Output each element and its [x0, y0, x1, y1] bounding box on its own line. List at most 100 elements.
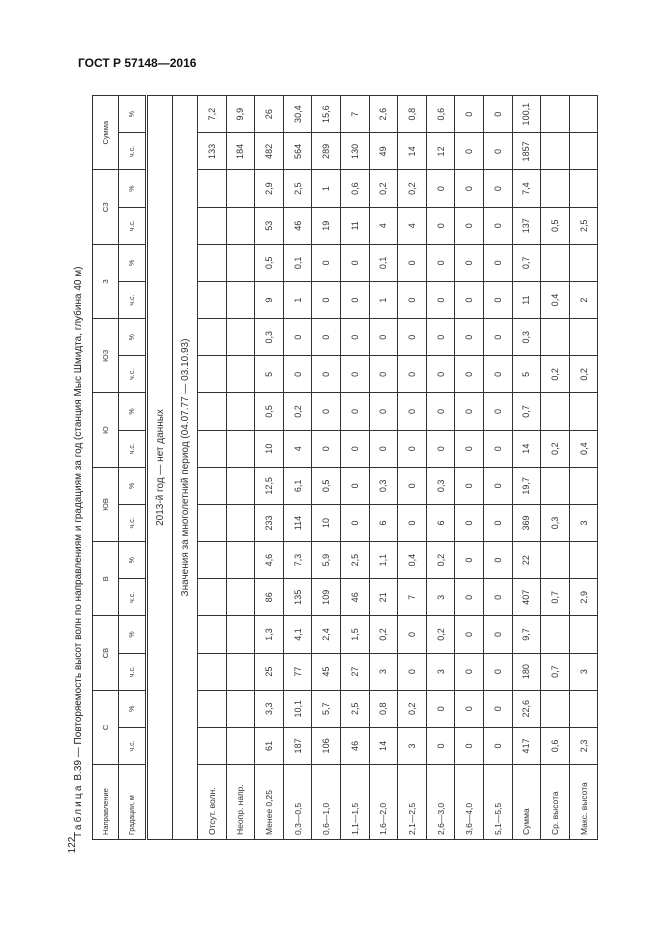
- count-cell: 0: [340, 430, 370, 468]
- percent-cell: 2,6: [369, 95, 398, 133]
- percent-cell: 1,3: [254, 615, 284, 654]
- count-cell: 3: [397, 727, 427, 765]
- percent-cell: 100,1: [512, 95, 541, 133]
- percent-cell: 0: [483, 541, 513, 579]
- percent-cell: 0: [426, 318, 455, 356]
- row-label: Неопр. напр.: [226, 764, 255, 840]
- percent-cell: [197, 318, 227, 356]
- count-cell: 0: [397, 653, 427, 691]
- direction-header: СВ: [92, 615, 119, 691]
- table-row: 2,1—2,5 3 0,2 0 0 7 0,4 0 0 0 0 0 0 0 0 4 0,2 14 0,8: [397, 95, 427, 840]
- percent-cell: 22: [512, 541, 541, 579]
- count-cell: 3: [426, 578, 455, 616]
- direction-header: В: [92, 541, 119, 616]
- table-row: Макс. высота 2,3 3 2,9 3 0,4 0,2 2 2,5: [569, 95, 598, 840]
- row-label: Ср. высота: [540, 764, 570, 840]
- count-cell: 86: [254, 578, 284, 616]
- count-cell: 3: [369, 653, 398, 691]
- percent-cell: 22,6: [512, 690, 541, 728]
- percent-cell: [197, 244, 227, 282]
- percent-cell: [569, 95, 598, 133]
- percent-cell: 7: [340, 95, 370, 133]
- corner-gradation-label: Градации, м: [118, 764, 147, 840]
- count-cell: 0,7: [540, 653, 570, 691]
- count-cell: 407: [512, 578, 541, 616]
- percent-cell: 0: [454, 615, 484, 654]
- direction-header: С: [92, 690, 119, 765]
- count-cell: [197, 281, 227, 319]
- count-cell: 0: [369, 430, 398, 468]
- percent-subheader: %: [118, 690, 147, 728]
- table-row: 5,1—5,5 0 0 0 0 0 0 0 0 0 0 0 0 0 0 0 0 0 0: [483, 95, 513, 840]
- percent-cell: 0: [454, 541, 484, 579]
- percent-cell: 0: [397, 392, 427, 431]
- count-cell: 0: [454, 207, 484, 245]
- percent-cell: 15,6: [311, 95, 341, 133]
- count-cell: 7: [397, 578, 427, 616]
- percent-cell: 0,3: [254, 318, 284, 356]
- percent-cell: 0,7: [512, 244, 541, 282]
- percent-cell: 6,1: [283, 467, 312, 505]
- percent-cell: 0,5: [254, 244, 284, 282]
- percent-cell: [540, 541, 570, 579]
- percent-cell: 0,3: [426, 467, 455, 505]
- percent-cell: [226, 318, 255, 356]
- count-cell: 3: [569, 504, 598, 542]
- percent-cell: 0: [483, 318, 513, 356]
- percent-subheader: %: [118, 170, 147, 208]
- count-cell: 46: [283, 207, 312, 245]
- count-cell: [197, 430, 227, 468]
- count-cell: 4: [397, 207, 427, 245]
- count-cell: 14: [397, 132, 427, 170]
- count-cell: 0: [483, 132, 513, 170]
- count-cell: 0: [426, 727, 455, 765]
- count-cell: 0,6: [540, 727, 570, 765]
- count-cell: 6: [426, 504, 455, 542]
- percent-cell: 7,4: [512, 170, 541, 208]
- count-cell: 0: [454, 430, 484, 468]
- table-caption: Таблица В.39 — Повторяемость высот волн …: [72, 95, 92, 840]
- table-row: Неопр. напр. 184 9,9: [226, 95, 255, 840]
- count-cell: 0,2: [569, 355, 598, 393]
- percent-cell: 0,2: [397, 170, 427, 208]
- count-cell: 0: [426, 355, 455, 393]
- count-cell: 0: [311, 281, 341, 319]
- percent-cell: [569, 244, 598, 282]
- table-row: 3,6—4,0 0 0 0 0 0 0 0 0 0 0 0 0 0 0 0 0 0 0: [454, 95, 484, 840]
- count-cell: [226, 207, 255, 245]
- count-cell: 14: [512, 430, 541, 468]
- count-cell: 0: [483, 727, 513, 765]
- percent-cell: [226, 467, 255, 505]
- count-cell: 5: [512, 355, 541, 393]
- percent-cell: [197, 541, 227, 579]
- percent-cell: [569, 318, 598, 356]
- percent-subheader: %: [118, 95, 147, 133]
- direction-header: ЮВ: [92, 467, 119, 542]
- percent-subheader: %: [118, 318, 147, 356]
- count-cell: 61: [254, 727, 284, 765]
- count-cell: 180: [512, 653, 541, 691]
- count-cell: 0: [483, 430, 513, 468]
- percent-cell: 12,5: [254, 467, 284, 505]
- count-cell: 0: [426, 430, 455, 468]
- percent-cell: 0: [483, 615, 513, 654]
- percent-cell: 0,8: [369, 690, 398, 728]
- count-cell: [540, 132, 570, 170]
- count-cell: 0: [426, 281, 455, 319]
- percent-cell: 0: [483, 170, 513, 208]
- percent-cell: 0: [483, 467, 513, 505]
- percent-cell: 0,2: [397, 690, 427, 728]
- percent-subheader: %: [118, 541, 147, 579]
- count-cell: 0,7: [540, 578, 570, 616]
- count-cell: 137: [512, 207, 541, 245]
- count-cell: 133: [197, 132, 227, 170]
- count-cell: 27: [340, 653, 370, 691]
- percent-cell: 2,9: [254, 170, 284, 208]
- table-row: 0,3—0,5 187 10,1 77 4,1 135 7,3 114 6,1 4 0,2 0 0 1 0,…: [283, 95, 312, 840]
- count-cell: 184: [226, 132, 255, 170]
- count-cell: 46: [340, 727, 370, 765]
- count-cell: 109: [311, 578, 341, 616]
- count-cell: 11: [340, 207, 370, 245]
- percent-cell: 0: [397, 318, 427, 356]
- percent-cell: [540, 318, 570, 356]
